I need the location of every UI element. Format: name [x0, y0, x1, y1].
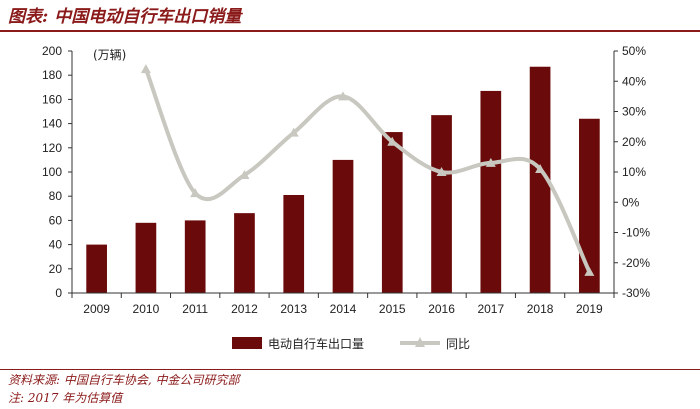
left-tick-label: 40 — [49, 238, 63, 252]
left-tick-label: 200 — [42, 44, 62, 58]
yoy-line-path — [144, 68, 592, 273]
bars — [86, 66, 600, 294]
source-note: 资料来源: 中国自行车协会, 中金公司研究部 — [8, 373, 240, 387]
left-tick-label: 20 — [49, 262, 63, 276]
yoy-point — [535, 163, 546, 173]
left-tick-label: 100 — [42, 165, 62, 179]
yoy-line — [140, 64, 595, 276]
x-axis-categories: 2009 2010 2011 2012 2013 2014 2015 2016 2017 2018… — [71, 293, 615, 316]
legend-swatch-marker — [415, 337, 425, 347]
left-tick-label: 160 — [42, 92, 62, 106]
title-rule — [0, 30, 700, 32]
right-tick-label: 10% — [622, 165, 646, 179]
right-axis-ticks: -30% -20% -10% 0% 10% 20% 30% 40% 50% — [614, 44, 650, 300]
yoy-point — [190, 188, 201, 198]
bar-2013 — [283, 194, 305, 293]
yoy-point — [584, 266, 595, 276]
left-tick-label: 0 — [55, 286, 62, 300]
bar-2017 — [480, 90, 502, 294]
right-tick-label: 50% — [622, 44, 646, 58]
axes — [71, 51, 615, 294]
y-unit-label: (万辆) — [93, 48, 126, 62]
x-tick-label: 2014 — [330, 302, 357, 316]
x-tick-label: 2009 — [83, 302, 110, 316]
x-tick-label: 2018 — [527, 302, 554, 316]
estimate-note: 注: 2017 年为估算值 — [8, 391, 123, 405]
left-tick-label: 120 — [42, 141, 62, 155]
yoy-point — [338, 91, 348, 101]
x-tick-label: 2010 — [133, 302, 160, 316]
yoy-point — [288, 127, 299, 137]
left-tick-label: 60 — [49, 213, 63, 227]
bar-2011 — [184, 220, 206, 293]
x-tick-label: 2011 — [182, 302, 208, 316]
yoy-point — [485, 157, 496, 167]
right-tick-label: -30% — [622, 286, 650, 300]
left-tick-label: 180 — [42, 68, 62, 82]
bar-2018 — [529, 66, 551, 293]
yoy-point — [140, 64, 151, 74]
bar-2014 — [332, 159, 354, 293]
right-tick-label: -10% — [622, 226, 650, 240]
x-tick-label: 2019 — [576, 302, 603, 316]
legend-label-bar: 电动自行车出口量 — [268, 336, 364, 351]
legend-label-line: 同比 — [446, 337, 470, 351]
right-tick-label: 30% — [622, 105, 646, 119]
bar-2012 — [234, 213, 255, 293]
legend-swatch-bar — [232, 337, 262, 349]
right-tick-label: -20% — [622, 256, 650, 270]
x-tick-label: 2012 — [231, 302, 258, 316]
bar-2015 — [381, 132, 403, 293]
x-tick-label: 2016 — [428, 302, 455, 316]
left-axis-ticks: 0 20 40 60 80 100 120 140 160 180 200 — [42, 44, 72, 300]
legend: 电动自行车出口量 同比 — [232, 336, 470, 351]
bar-2016 — [431, 115, 452, 293]
x-tick-label: 2017 — [477, 302, 504, 316]
yoy-point — [387, 136, 398, 146]
footer-rule — [0, 369, 700, 370]
yoy-point — [436, 167, 447, 176]
chart-title: 图表: 中国电动自行车出口销量 — [8, 7, 242, 27]
bar-2010 — [135, 222, 157, 293]
yoy-point — [239, 170, 250, 180]
bar-2009 — [86, 244, 107, 293]
x-tick-label: 2013 — [280, 302, 307, 316]
x-tick-label: 2015 — [379, 302, 406, 316]
left-tick-label: 140 — [42, 117, 62, 131]
left-tick-label: 80 — [49, 189, 63, 203]
bar-2019 — [579, 118, 600, 293]
right-tick-label: 40% — [622, 74, 646, 88]
right-tick-label: 20% — [622, 135, 646, 149]
chart: 0 20 40 60 80 100 120 140 160 180 200 -30% -20% -10%… — [42, 44, 650, 351]
right-tick-label: 0% — [622, 195, 640, 209]
